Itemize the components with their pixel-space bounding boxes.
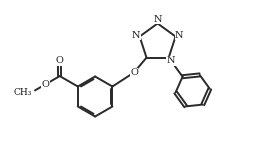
Text: O: O: [56, 56, 64, 65]
Text: N: N: [132, 31, 140, 40]
Text: O: O: [42, 80, 50, 89]
Text: CH₃: CH₃: [13, 88, 31, 97]
Text: N: N: [153, 15, 162, 24]
Text: N: N: [167, 56, 175, 65]
Text: N: N: [175, 31, 184, 40]
Text: O: O: [130, 68, 138, 77]
